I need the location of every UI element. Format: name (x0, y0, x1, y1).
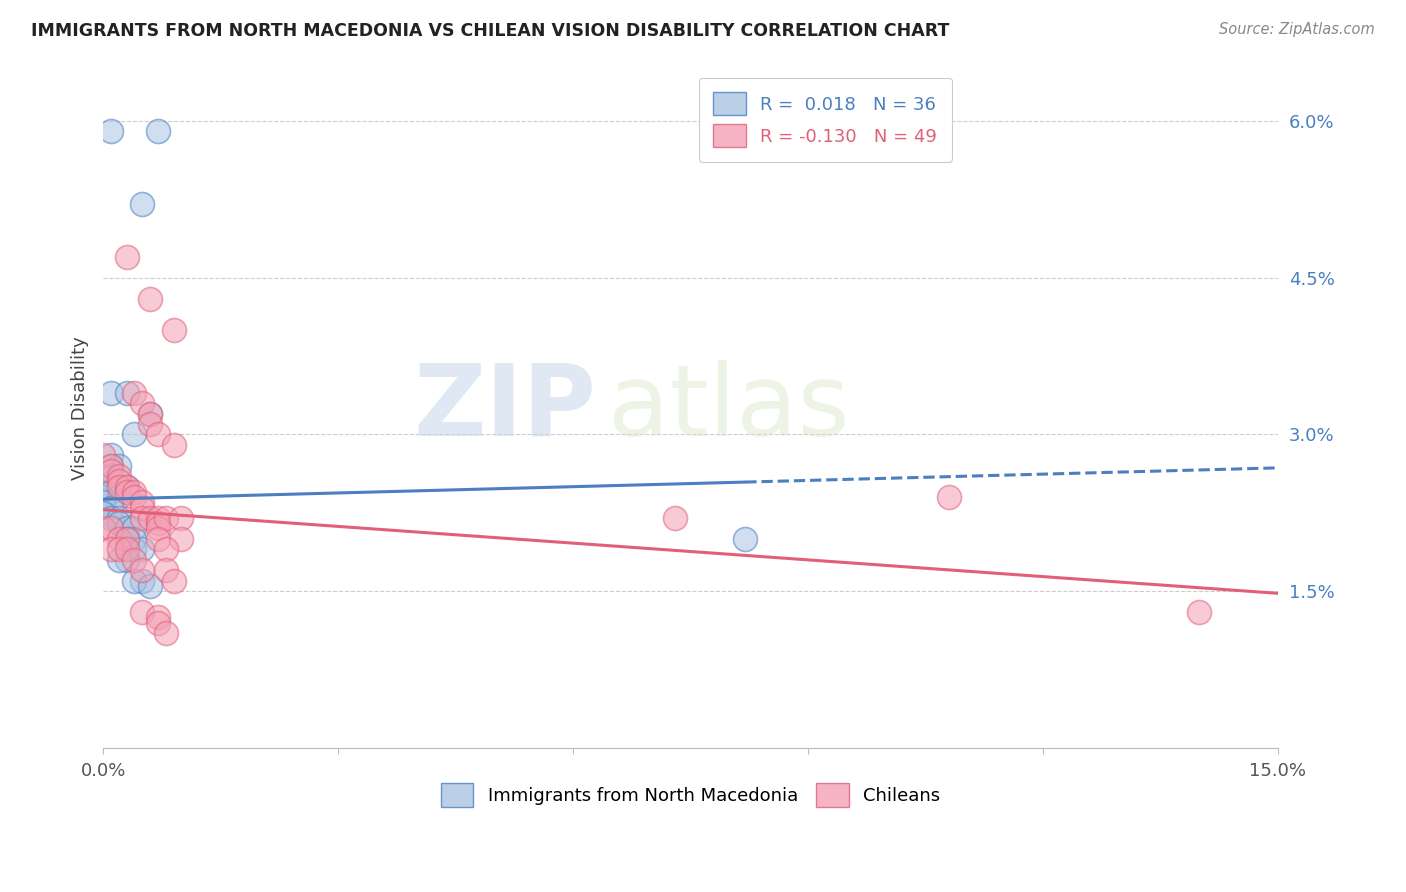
Point (131, 605, 153, 619)
Point (100, 484, 122, 499)
Point (155, 563, 177, 577)
Point (124, 542, 146, 557)
Point (107, 480, 129, 494)
Point (100, 469, 122, 483)
Point (146, 427, 169, 442)
Point (1188, 605, 1211, 619)
Point (124, 532, 146, 546)
Point (170, 511, 193, 525)
Point (91, 448, 114, 462)
Point (162, 574, 184, 588)
Point (115, 553, 138, 567)
Point (131, 500, 153, 515)
Point (131, 574, 153, 588)
Point (139, 417, 162, 431)
Point (124, 385, 146, 400)
Point (131, 396, 153, 410)
Point (146, 532, 169, 546)
Text: ZIP: ZIP (413, 359, 596, 457)
Point (107, 458, 129, 473)
Point (131, 542, 153, 557)
Point (162, 438, 184, 452)
Point (91, 480, 114, 494)
Point (100, 542, 122, 557)
Point (131, 511, 153, 525)
Point (664, 511, 686, 525)
Point (107, 490, 129, 504)
Point (115, 250, 138, 264)
Point (115, 532, 138, 546)
Point (938, 490, 960, 504)
Point (170, 532, 193, 546)
Point (100, 464, 122, 478)
Text: atlas: atlas (609, 359, 849, 457)
Point (115, 385, 138, 400)
Text: IMMIGRANTS FROM NORTH MACEDONIA VS CHILEAN VISION DISABILITY CORRELATION CHART: IMMIGRANTS FROM NORTH MACEDONIA VS CHILE… (31, 22, 949, 40)
Point (100, 511, 122, 525)
Point (115, 480, 138, 494)
Point (100, 500, 122, 515)
Point (146, 516, 169, 531)
Legend: Immigrants from North Macedonia, Chileans: Immigrants from North Macedonia, Chilean… (433, 776, 948, 814)
Point (91, 490, 114, 504)
Point (131, 197, 153, 211)
Point (100, 458, 122, 473)
Point (107, 511, 129, 525)
Point (100, 521, 122, 535)
Point (146, 124, 169, 138)
Point (139, 407, 162, 421)
Point (734, 532, 756, 546)
Point (162, 323, 184, 337)
Point (124, 427, 146, 442)
Point (107, 469, 129, 483)
Point (91, 506, 114, 520)
Point (107, 475, 129, 489)
Point (100, 385, 122, 400)
Point (155, 626, 177, 640)
Point (91, 495, 114, 509)
Point (139, 579, 162, 593)
Point (124, 574, 146, 588)
Point (115, 521, 138, 535)
Point (155, 511, 177, 525)
Point (139, 511, 162, 525)
Point (139, 292, 162, 306)
Point (131, 563, 153, 577)
Point (124, 553, 146, 567)
Point (146, 610, 169, 624)
Point (146, 511, 169, 525)
Point (115, 532, 138, 546)
Point (146, 521, 169, 535)
Point (115, 484, 138, 499)
Point (107, 532, 129, 546)
Point (115, 542, 138, 557)
Point (124, 521, 146, 535)
Point (107, 480, 129, 494)
Point (100, 458, 122, 473)
Point (115, 480, 138, 494)
Y-axis label: Vision Disability: Vision Disability (72, 336, 89, 480)
Point (139, 407, 162, 421)
Point (100, 448, 122, 462)
Point (107, 553, 129, 567)
Text: Source: ZipAtlas.com: Source: ZipAtlas.com (1219, 22, 1375, 37)
Point (131, 495, 153, 509)
Point (107, 516, 129, 531)
Point (91, 521, 114, 535)
Point (100, 124, 122, 138)
Point (146, 615, 169, 630)
Point (91, 469, 114, 483)
Point (124, 484, 146, 499)
Point (155, 542, 177, 557)
Point (107, 542, 129, 557)
Point (124, 490, 146, 504)
